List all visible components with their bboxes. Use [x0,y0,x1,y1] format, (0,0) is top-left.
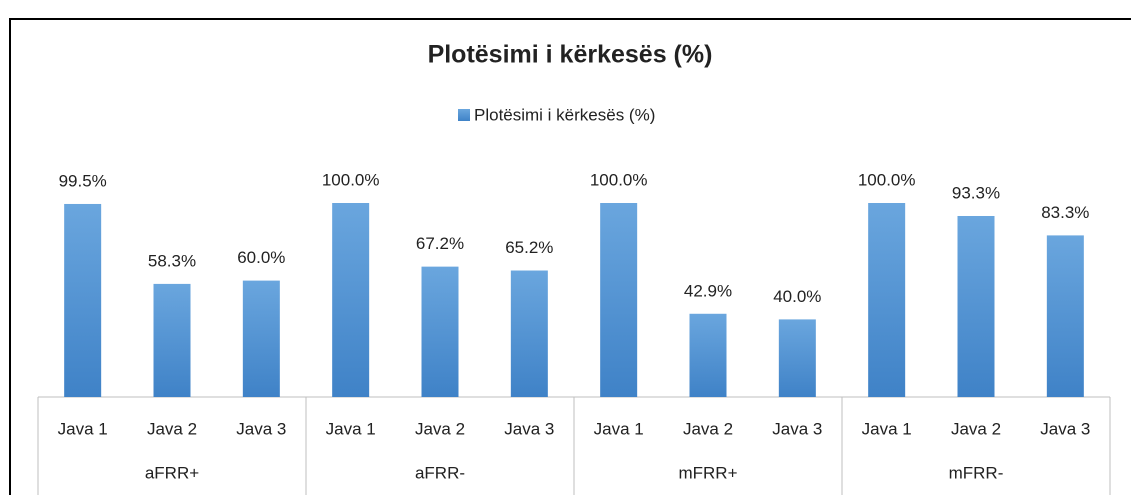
bar [957,215,995,397]
data-label: 60.0% [237,248,285,267]
data-label: 100.0% [858,170,916,189]
x-tick-label: Java 2 [147,419,197,438]
legend-swatch [458,109,470,121]
group-label: aFRR+ [145,463,199,482]
x-tick-label: Java 3 [1040,419,1090,438]
chart-title: Plotësimi i kërkesës (%) [428,41,713,69]
x-tick-label: Java 3 [504,419,554,438]
bar [510,270,548,397]
x-tick-label: Java 1 [862,419,912,438]
data-label: 42.9% [684,281,732,300]
legend-label: Plotësimi i kërkesës (%) [474,105,655,124]
bar [778,319,816,397]
group-label: mFRR+ [678,463,737,482]
data-label: 100.0% [590,170,648,189]
x-tick-label: Java 1 [326,419,376,438]
data-label: 93.3% [952,183,1000,202]
x-tick-label: Java 1 [594,419,644,438]
group-label: mFRR- [949,463,1004,482]
x-tick-label: Java 2 [951,419,1001,438]
x-tick-label: Java 2 [415,419,465,438]
bar [153,283,191,397]
data-label: 40.0% [773,287,821,306]
data-label: 58.3% [148,251,196,270]
bar [64,203,102,397]
chart-border [9,18,1131,495]
data-label: 100.0% [322,170,380,189]
data-label: 83.3% [1041,203,1089,222]
data-label: 67.2% [416,234,464,253]
bar [242,280,280,397]
bar [868,203,906,397]
x-tick-label: Java 2 [683,419,733,438]
bar [689,313,727,397]
x-tick-label: Java 1 [58,419,108,438]
data-label: 99.5% [59,171,107,190]
group-label: aFRR- [415,463,465,482]
x-tick-label: Java 3 [236,419,286,438]
bar [600,203,638,397]
x-tick-label: Java 3 [772,419,822,438]
bar [421,266,459,397]
data-label: 65.2% [505,238,553,257]
bar [1046,235,1084,397]
bar [332,203,370,397]
